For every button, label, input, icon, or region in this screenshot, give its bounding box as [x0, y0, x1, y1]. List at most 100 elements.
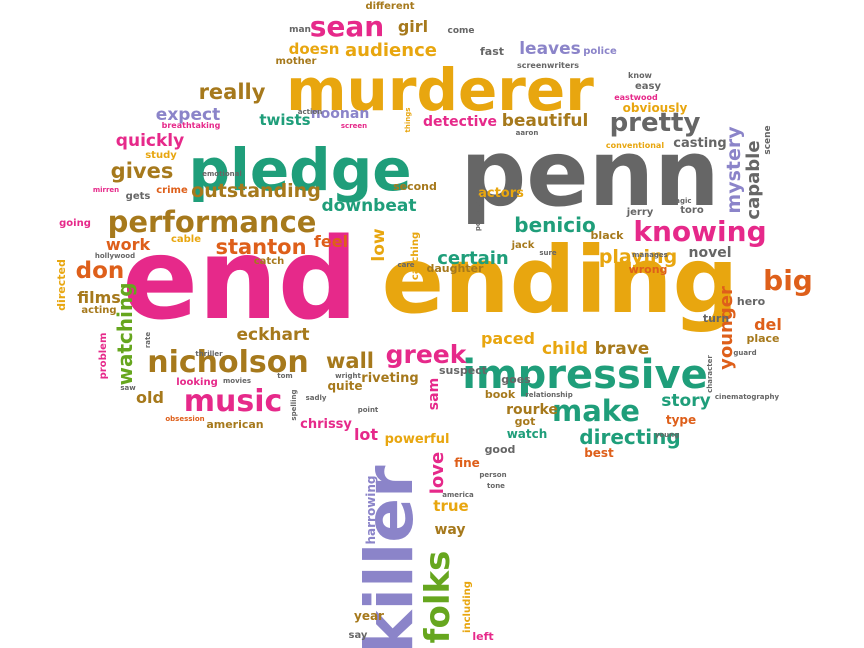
word-acting: acting	[81, 305, 116, 316]
word-fine: fine	[454, 456, 480, 470]
word-catch: catch	[254, 256, 285, 267]
word-old: old	[136, 388, 164, 407]
word-novel: novel	[688, 245, 731, 261]
word-true: true	[433, 497, 468, 515]
word-care: care	[397, 261, 414, 269]
word-say: say	[349, 630, 368, 641]
word-gets: gets	[126, 191, 151, 202]
word-music: music	[184, 384, 283, 419]
word-murderer: murderer	[286, 56, 594, 124]
word-big: big	[763, 264, 813, 297]
word-america: america	[442, 491, 474, 499]
word-eastwood: eastwood	[614, 93, 658, 102]
word-don: don	[76, 258, 125, 284]
word-good: good	[485, 443, 516, 456]
word-cinematography: cinematography	[715, 393, 780, 401]
word-tragic: tragic	[668, 197, 691, 205]
word-manages: manages	[632, 251, 668, 259]
word-work: work	[106, 235, 151, 254]
word-way: way	[434, 522, 465, 538]
word-including: including	[462, 581, 473, 633]
word-obviously: obviously	[623, 101, 688, 115]
word-mother: mother	[276, 56, 317, 67]
word-story: story	[661, 391, 710, 411]
word-easy: easy	[635, 81, 661, 92]
word-year: year	[354, 609, 384, 623]
word-jack: jack	[511, 240, 535, 251]
word-got: got	[515, 415, 536, 428]
word-study: study	[145, 150, 177, 161]
word-goes: goes	[501, 373, 531, 386]
word-directed: directed	[55, 259, 68, 311]
word-young: young	[655, 431, 679, 439]
word-toro: toro	[680, 205, 704, 216]
word-riveting: riveting	[361, 371, 418, 386]
word-noonan: noonan	[311, 106, 370, 122]
word-know: know	[628, 71, 653, 80]
word-black: black	[591, 229, 625, 242]
word-breathtaking: breathtaking	[162, 121, 221, 130]
word-emotional: emotional	[202, 170, 242, 178]
word-casting: casting	[673, 136, 726, 151]
word-quite: quite	[327, 379, 362, 393]
word-nicholson: nicholson	[147, 345, 309, 380]
word-hollywood: hollywood	[95, 252, 135, 260]
word-actors: actors	[478, 186, 524, 201]
word-screen: screen	[341, 122, 367, 130]
word-daughter: daughter	[427, 262, 485, 275]
word-crime: crime	[156, 185, 188, 196]
word-point: point	[358, 406, 379, 414]
word-wright: wright	[335, 372, 361, 380]
word-cable: cable	[171, 234, 201, 245]
word-mirren: mirren	[93, 186, 119, 194]
word-knowing: knowing	[633, 215, 766, 248]
word-detective: detective	[423, 114, 497, 130]
word-problem: problem	[98, 333, 109, 380]
word-folks: folks	[418, 551, 458, 644]
word-place: place	[746, 332, 779, 345]
word-ending: ending	[382, 227, 739, 334]
word-sadly: sadly	[306, 394, 327, 402]
word-obsession: obsession	[165, 415, 204, 423]
word-wall: wall	[326, 349, 374, 373]
word-turn: turn	[703, 312, 729, 325]
word-girl: girl	[398, 17, 428, 36]
word-del: del	[754, 315, 782, 334]
word-benicio: benicio	[514, 213, 595, 237]
word-stanton: stanton	[215, 235, 306, 259]
word-spelling: spelling	[290, 389, 298, 420]
word-scene: scene	[763, 125, 773, 154]
word-feel: feel	[314, 232, 348, 251]
word-things: things	[404, 108, 412, 133]
word-different: different	[365, 1, 414, 12]
word-relationship: relationship	[525, 391, 572, 399]
word-expect: expect	[156, 105, 220, 125]
word-suspect: suspect	[439, 364, 487, 377]
word-thriller: thriller	[195, 350, 223, 358]
word-wrong: wrong	[629, 263, 668, 276]
word-make: make	[552, 394, 640, 428]
word-powerful: powerful	[385, 432, 450, 447]
word-end: end	[122, 215, 358, 345]
word-eckhart: eckhart	[237, 325, 310, 345]
word-outstanding: outstanding	[191, 180, 321, 202]
word-beautiful: beautiful	[502, 111, 589, 131]
word-sure: sure	[539, 249, 557, 257]
word-best: best	[584, 446, 614, 460]
word-penn: penn	[460, 120, 719, 227]
word-audience: audience	[345, 40, 437, 61]
word-book: book	[485, 388, 516, 401]
word-aaron: aaron	[516, 129, 539, 137]
word-harrowing: harrowing	[364, 475, 378, 544]
word-sam: sam	[426, 378, 442, 410]
word-pretty: pretty	[610, 108, 701, 138]
word-really: really	[199, 80, 266, 104]
word-guard: guard	[733, 349, 756, 357]
word-person: person	[479, 471, 506, 479]
word-love: love	[427, 452, 448, 494]
word-directing: directing	[579, 425, 680, 449]
word-pledge: pledge	[188, 136, 411, 204]
word-character: character	[706, 355, 714, 393]
word-come: come	[448, 26, 475, 36]
